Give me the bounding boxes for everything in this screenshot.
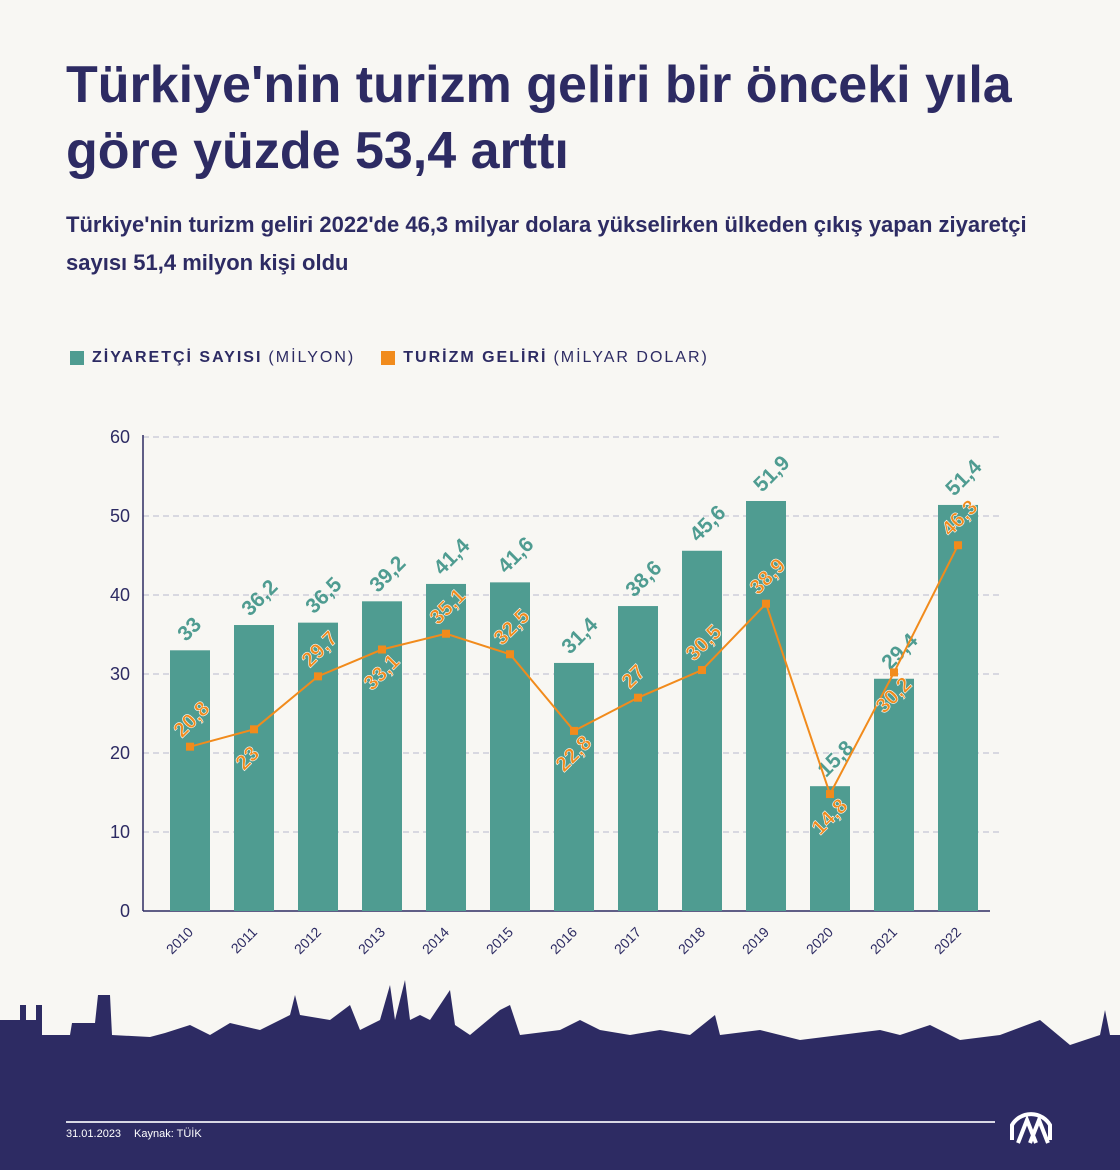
line-point bbox=[890, 668, 898, 677]
line-point bbox=[378, 645, 386, 654]
legend-line-unit: (MİLYAR DOLAR) bbox=[553, 349, 709, 366]
bar bbox=[682, 550, 722, 911]
x-tick-label: 2012 bbox=[291, 924, 324, 957]
bar-value-label: 36,2 bbox=[237, 575, 282, 620]
y-tick-label: 10 bbox=[110, 822, 130, 842]
y-tick-label: 20 bbox=[110, 743, 130, 763]
bar bbox=[618, 606, 658, 911]
legend-swatch-line bbox=[381, 351, 396, 365]
x-tick-label: 2020 bbox=[803, 924, 836, 957]
x-tick-label: 2021 bbox=[867, 924, 900, 957]
legend-bar-label: ZİYARETÇİ SAYISI bbox=[92, 349, 263, 366]
chart: 0 10 20 30 40 50 60 33 2010 36,2 2011 36,5 2012 39,2 2… bbox=[110, 427, 1000, 957]
page-title: Türkiye'nin turizm geliri bir önceki yıl… bbox=[66, 56, 1012, 180]
line-point bbox=[442, 629, 450, 638]
x-tick-label: 2017 bbox=[611, 924, 644, 957]
line-point bbox=[698, 666, 706, 675]
skyline-footer bbox=[0, 980, 1120, 1170]
x-tick-label: 2013 bbox=[355, 924, 388, 957]
y-tick-label: 60 bbox=[110, 427, 130, 447]
line-point bbox=[826, 790, 834, 799]
bar bbox=[490, 582, 530, 911]
bar-value-label: 39,2 bbox=[365, 552, 410, 597]
legend-line-label: TURİZM GELİRİ bbox=[403, 349, 548, 366]
bar-value-label: 41,6 bbox=[493, 533, 538, 578]
line-point bbox=[314, 672, 322, 681]
bar bbox=[874, 678, 914, 911]
legend-swatch-bar bbox=[70, 351, 84, 365]
footer-source: Kaynak: TÜİK bbox=[134, 1128, 202, 1140]
line-point bbox=[250, 725, 258, 734]
subtitle: Türkiye'nin turizm geliri 2022'de 46,3 m… bbox=[66, 212, 1027, 275]
line-point bbox=[506, 650, 514, 659]
y-tick-label: 0 bbox=[120, 901, 130, 921]
x-tick-label: 2022 bbox=[931, 924, 964, 957]
line-point bbox=[762, 599, 770, 608]
line-point bbox=[634, 693, 642, 702]
y-tick-label: 40 bbox=[110, 585, 130, 605]
bar bbox=[810, 786, 850, 911]
line-point bbox=[570, 726, 578, 735]
bar-value-label: 33 bbox=[173, 613, 206, 646]
y-tick-label: 50 bbox=[110, 506, 130, 526]
bar-value-label: 29,4 bbox=[877, 629, 922, 674]
x-tick-label: 2018 bbox=[675, 924, 708, 957]
bar-value-label: 51,4 bbox=[941, 455, 986, 500]
bar bbox=[170, 650, 210, 911]
x-tick-label: 2010 bbox=[163, 924, 196, 957]
bar bbox=[234, 625, 274, 911]
bar bbox=[938, 504, 978, 911]
bar bbox=[746, 500, 786, 911]
bar-value-label: 36,5 bbox=[301, 573, 346, 618]
bar-value-label: 41,4 bbox=[429, 534, 474, 579]
x-tick-label: 2011 bbox=[228, 924, 261, 957]
y-tick-label: 30 bbox=[110, 664, 130, 684]
x-tick-label: 2015 bbox=[483, 924, 516, 957]
legend: ZİYARETÇİ SAYISI (MİLYON) TURİZM GELİRİ (M… bbox=[70, 349, 735, 367]
legend-bar-unit: (MİLYON) bbox=[268, 349, 356, 366]
x-tick-label: 2014 bbox=[419, 924, 452, 957]
bar-value-label: 45,6 bbox=[685, 501, 730, 546]
x-tick-label: 2019 bbox=[739, 924, 772, 957]
bar bbox=[554, 662, 594, 911]
bar-value-label: 31,4 bbox=[557, 613, 602, 658]
x-tick-label: 2016 bbox=[547, 924, 580, 957]
aa-logo bbox=[1010, 1112, 1052, 1144]
bar-value-label: 15,8 bbox=[813, 736, 858, 781]
footer-date: 31.01.2023 bbox=[66, 1128, 122, 1140]
bar-value-label: 51,9 bbox=[749, 451, 794, 496]
line-point bbox=[186, 742, 194, 751]
line-point bbox=[954, 541, 962, 550]
